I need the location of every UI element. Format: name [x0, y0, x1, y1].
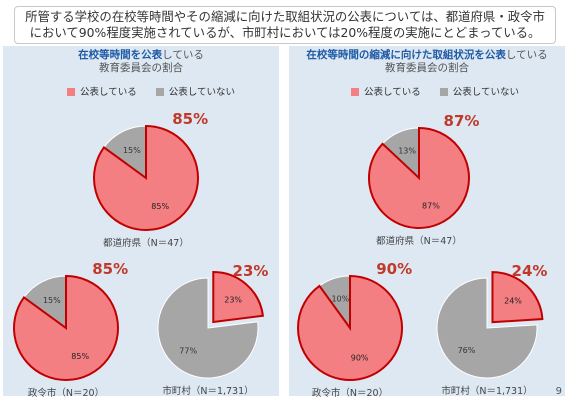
slice-label-published: 85%	[151, 202, 169, 211]
legend-swatch-published	[67, 88, 75, 96]
pie-caption: 政令市（N＝20）	[28, 387, 104, 399]
slice-label-not-published: 77%	[179, 347, 197, 356]
panel-title: 在校等時間の縮減に向けた取組状況を公表している 教育委員会の割合	[289, 49, 565, 75]
big-percent-label: 90%	[376, 260, 412, 278]
slice-published	[212, 270, 265, 324]
big-percent-label: 23%	[233, 262, 269, 280]
pie-charts-working-hours: 85% 15% 85% 都道府県（N＝47） 85% 15% 85% 政令市（N＝20） 23%…	[13, 110, 269, 399]
summary-header: 所管する学校の在校等時間やその縮減に向けた取組状況の公表については、都道府県・政…	[14, 6, 556, 44]
pie-2: 23% 77% 23% 市町村（N＝1,731）	[157, 262, 269, 397]
slice-label-not-published: 13%	[398, 146, 416, 155]
panel-title-rest: している	[505, 49, 548, 61]
panel-working-hours: 在校等時間を公表している 教育委員会の割合 公表している 公表していない 85%…	[3, 46, 279, 399]
slice-published	[297, 274, 403, 381]
panel-title-rest: している	[162, 49, 204, 61]
big-percent-label: 24%	[512, 262, 548, 280]
slice-label-not-published: 15%	[43, 296, 61, 305]
big-percent-label: 87%	[444, 112, 480, 130]
panel-title-highlight: 在校等時間の縮減に向けた取組状況を公表	[306, 49, 506, 61]
summary-line-2: において90%程度実施されているが、市町村においては20%程度の実施にとどまって…	[29, 25, 541, 40]
pie-3: 87% 13% 87% 都道府県（N＝47）	[368, 112, 480, 247]
pie-caption: 政令市（N＝20）	[312, 387, 388, 399]
pie-4: 90% 10% 90% 政令市（N＝20）	[297, 260, 412, 399]
slice-published	[13, 274, 119, 381]
pie-0: 85% 15% 85% 都道府県（N＝47）	[93, 110, 208, 249]
slice-label-published: 87%	[422, 202, 440, 211]
big-percent-label: 85%	[172, 110, 208, 128]
panel-title-line2: 教育委員会の割合	[99, 62, 183, 74]
legend-item-not-published: 公表していない	[155, 84, 235, 98]
pie-caption: 都道府県（N＝47）	[376, 235, 462, 247]
pie-charts-reduction-efforts: 87% 13% 87% 都道府県（N＝47） 90% 10% 90% 政令市（N＝20） 24%…	[297, 112, 548, 399]
slice-label-published: 90%	[351, 354, 369, 363]
panel-title-line2: 教育委員会の割合	[385, 62, 469, 74]
panel-reduction-efforts: 在校等時間の縮減に向けた取組状況を公表している 教育委員会の割合 公表している …	[289, 46, 565, 399]
pie-caption: 都道府県（N＝47）	[103, 237, 189, 249]
slice-label-not-published: 15%	[123, 146, 141, 155]
page-number: 9	[555, 386, 562, 397]
legend-item-published: 公表している	[67, 84, 137, 98]
slice-label-published: 24%	[504, 296, 522, 305]
pie-caption: 市町村（N＝1,731）	[162, 385, 253, 397]
legend-item-published: 公表している	[351, 84, 421, 98]
pie-5: 24% 76% 24% 市町村（N＝1,731）	[436, 262, 548, 397]
pie-1: 85% 15% 85% 政令市（N＝20）	[13, 260, 128, 399]
big-percent-label: 85%	[92, 260, 128, 278]
slice-published	[368, 126, 470, 229]
slice-not-published	[157, 277, 259, 379]
legend-swatch-published	[351, 88, 359, 96]
panel-title-highlight: 在校等時間を公表	[78, 49, 163, 61]
panel-title: 在校等時間を公表している 教育委員会の割合	[3, 49, 279, 75]
legend-swatch-not-published	[155, 88, 164, 96]
slice-not-published	[436, 277, 538, 379]
slice-label-published: 23%	[224, 295, 242, 304]
legend: 公表している 公表していない	[67, 84, 251, 98]
summary-line-1: 所管する学校の在校等時間やその縮減に向けた取組状況の公表については、都道府県・政…	[25, 9, 545, 24]
legend: 公表している 公表していない	[351, 84, 535, 98]
slice-published	[491, 271, 544, 324]
pie-caption: 市町村（N＝1,731）	[441, 385, 532, 397]
slice-label-published: 85%	[71, 352, 89, 361]
legend-item-not-published: 公表していない	[439, 84, 519, 98]
slice-label-not-published: 76%	[458, 346, 476, 355]
legend-swatch-not-published	[439, 88, 448, 96]
slice-published	[93, 124, 199, 231]
slice-label-not-published: 10%	[331, 294, 349, 303]
